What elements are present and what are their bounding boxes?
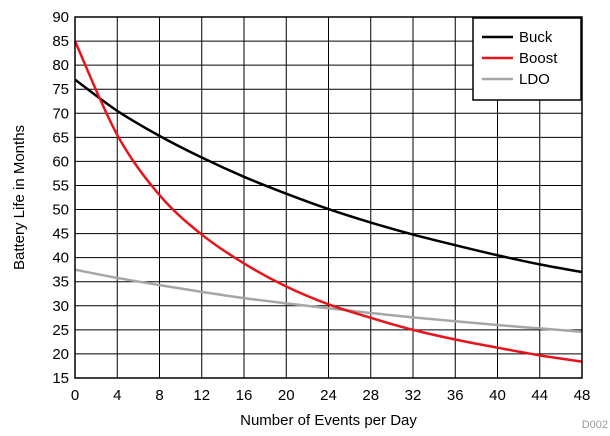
series-line-ldo	[74, 268, 583, 334]
series-lines	[73, 40, 583, 363]
y-axis-label: Battery Life in Months	[11, 125, 28, 270]
legend-label-boost: Boost	[519, 50, 558, 67]
y-tick-label: 65	[52, 129, 69, 146]
plot-frame	[74, 16, 583, 379]
series-line-buck	[74, 78, 583, 274]
x-tick-label: 48	[574, 387, 591, 404]
x-tick-label: 36	[447, 387, 464, 404]
figure-code: D002	[582, 419, 608, 431]
y-tick-label: 85	[52, 33, 69, 50]
x-tick-label: 8	[155, 387, 163, 404]
y-tick-label: 75	[52, 81, 69, 98]
x-tick-label: 0	[71, 387, 79, 404]
x-tick-label: 40	[489, 387, 506, 404]
x-tick-label: 16	[236, 387, 253, 404]
x-axis-label: Number of Events per Day	[240, 412, 417, 429]
series-line-boost	[73, 40, 583, 363]
y-tick-label: 20	[52, 346, 69, 363]
x-tick-label: 32	[405, 387, 422, 404]
y-tick-label: 60	[52, 153, 69, 170]
y-tick-label: 70	[52, 105, 69, 122]
x-tick-labels: 0 4 8 12 16 20 24 28 32 36 40 44 48	[71, 387, 591, 404]
x-tick-label: 20	[278, 387, 295, 404]
legend-label-ldo: LDO	[519, 71, 550, 88]
x-tick-label: 12	[193, 387, 210, 404]
y-tick-label: 45	[52, 226, 69, 243]
x-tick-label: 4	[113, 387, 121, 404]
x-tick-label: 24	[320, 387, 337, 404]
y-tick-label: 35	[52, 274, 69, 291]
y-tick-label: 25	[52, 322, 69, 339]
y-tick-label: 90	[52, 9, 69, 26]
y-tick-label: 50	[52, 202, 69, 219]
legend-label-buck: Buck	[519, 29, 553, 46]
y-tick-label: 80	[52, 57, 69, 74]
legend: Buck Boost LDO	[472, 17, 582, 101]
x-tick-label: 44	[531, 387, 548, 404]
x-tick-label: 28	[362, 387, 379, 404]
y-tick-label: 55	[52, 177, 69, 194]
y-tick-labels: 15 20 25 30 35 40 45 50 55 60 65 70 75 80 85 90	[52, 9, 69, 387]
y-tick-label: 15	[52, 370, 69, 387]
y-tick-label: 40	[52, 250, 69, 267]
y-tick-label: 30	[52, 298, 69, 315]
